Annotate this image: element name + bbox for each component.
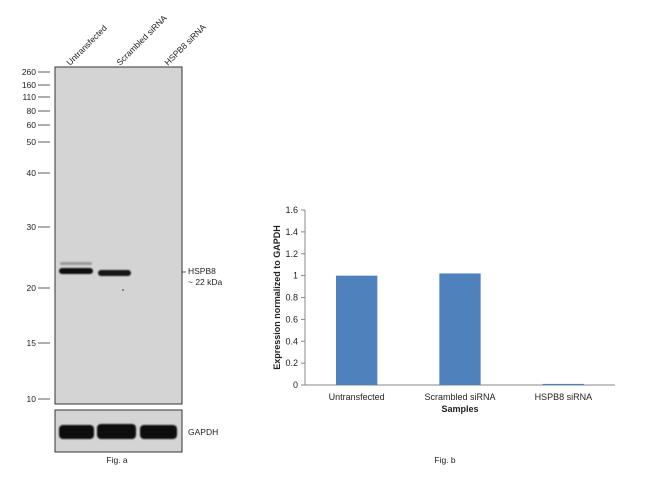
y-tick-label: 0.6 xyxy=(285,314,298,324)
y-tick-label: 1.4 xyxy=(285,227,298,237)
band-faint-upper-lane-1 xyxy=(60,262,92,265)
band-gapdh-lane-2 xyxy=(97,424,136,439)
x-category-label: HSPB8 siRNA xyxy=(535,392,593,402)
band-label-size: ~ 22 kDa xyxy=(188,277,223,287)
y-tick-label: 1.2 xyxy=(285,249,298,259)
band-hspb8-lane-1 xyxy=(59,268,93,274)
mw-label-110: 110 xyxy=(22,92,36,102)
x-category-label: Scrambled siRNA xyxy=(424,392,495,402)
mw-label-160: 160 xyxy=(22,80,36,90)
mw-label-20: 20 xyxy=(27,283,37,293)
x-axis-title: Samples xyxy=(441,404,478,414)
mw-label-10: 10 xyxy=(27,394,37,404)
mw-label-60: 60 xyxy=(27,120,37,130)
y-tick-label: 1.6 xyxy=(285,205,298,215)
gapdh-bands xyxy=(59,424,177,439)
loading-control-label: GAPDH xyxy=(188,427,218,437)
mw-label-80: 80 xyxy=(27,106,37,116)
x-category-label: Untransfected xyxy=(329,392,385,402)
y-tick-label: 0.2 xyxy=(285,358,298,368)
mw-label-15: 15 xyxy=(27,338,37,348)
mw-label-260: 260 xyxy=(22,67,36,77)
band-gapdh-lane-3 xyxy=(140,425,177,439)
bar-untransfected xyxy=(336,275,378,385)
band-hspb8-lane-2 xyxy=(98,270,131,276)
y-axis-title: Expression normalized to GAPDH xyxy=(272,225,282,370)
y-tick-label: 0 xyxy=(293,380,298,390)
blot-speck xyxy=(122,289,124,291)
blot-membrane-panel xyxy=(54,66,183,405)
mw-label-40: 40 xyxy=(27,168,37,178)
bar-scrambled-sirna xyxy=(439,273,481,385)
fig-b-caption: Fig. b xyxy=(434,455,456,465)
mw-label-50: 50 xyxy=(27,137,37,147)
bar-hspb8-sirna xyxy=(542,383,584,385)
band-label-hspb8: HSPB8 xyxy=(188,266,216,276)
mw-label-30: 30 xyxy=(27,222,37,232)
y-tick-label: 0.8 xyxy=(285,293,298,303)
y-tick-label: 0.4 xyxy=(285,336,298,346)
fig-a-caption: Fig. a xyxy=(106,455,128,465)
y-tick-label: 1 xyxy=(293,271,298,281)
band-gapdh-lane-1 xyxy=(59,425,94,439)
hspb8-bands xyxy=(59,262,131,291)
mw-ladder: 260 160 110 80 60 50 40 30 20 15 10 xyxy=(22,67,50,404)
